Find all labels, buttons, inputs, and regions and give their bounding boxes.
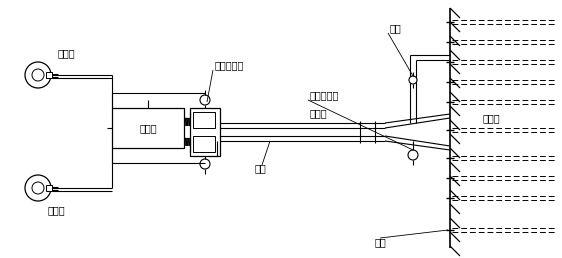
- Circle shape: [200, 159, 210, 169]
- Bar: [190, 108, 220, 156]
- Circle shape: [409, 76, 417, 84]
- Text: 泵口压力表: 泵口压力表: [215, 60, 244, 70]
- Text: 注浆泵: 注浆泵: [139, 123, 157, 133]
- Text: 小导管: 小导管: [483, 113, 501, 123]
- Circle shape: [25, 175, 51, 201]
- Circle shape: [25, 62, 51, 88]
- Circle shape: [32, 182, 44, 194]
- Circle shape: [200, 95, 210, 105]
- Text: 管路: 管路: [255, 163, 267, 173]
- Text: 混合器: 混合器: [310, 108, 328, 118]
- Text: 孔口压力表: 孔口压力表: [310, 90, 339, 100]
- Circle shape: [32, 69, 44, 81]
- Text: 球阀: 球阀: [390, 23, 402, 33]
- Text: 搅拌机: 搅拌机: [58, 48, 76, 58]
- Text: 地层: 地层: [375, 237, 387, 247]
- Circle shape: [408, 150, 418, 160]
- Text: 蓄浆池: 蓄浆池: [48, 205, 66, 215]
- Bar: [46, 185, 52, 191]
- Bar: [112, 108, 184, 148]
- Bar: [46, 72, 52, 78]
- Bar: [193, 136, 215, 152]
- Bar: [193, 112, 215, 128]
